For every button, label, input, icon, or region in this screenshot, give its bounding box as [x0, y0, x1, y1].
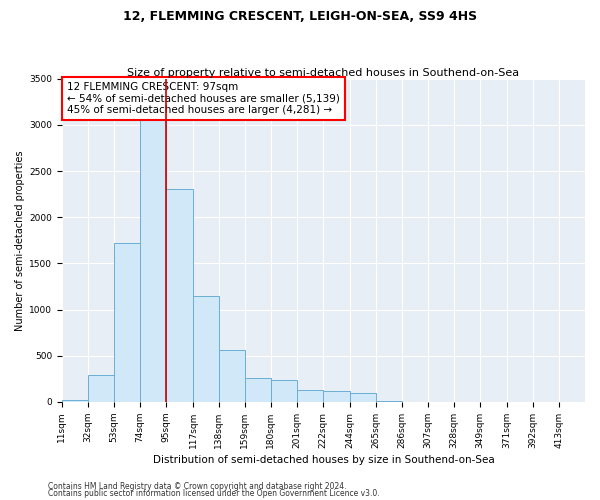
Bar: [323, 392, 350, 402]
Bar: [114, 243, 140, 402]
Text: 12, FLEMMING CRESCENT, LEIGH-ON-SEA, SS9 4HS: 12, FLEMMING CRESCENT, LEIGH-ON-SEA, SS9…: [123, 10, 477, 23]
Bar: [140, 120, 166, 402]
Title: Size of property relative to semi-detached houses in Southend-on-Sea: Size of property relative to semi-detach…: [127, 68, 520, 78]
Bar: [62, 400, 88, 402]
Bar: [297, 390, 323, 402]
Bar: [350, 393, 376, 402]
Bar: [166, 188, 193, 402]
Bar: [219, 350, 245, 402]
Bar: [88, 375, 114, 402]
Bar: [193, 296, 219, 402]
Text: Contains public sector information licensed under the Open Government Licence v3: Contains public sector information licen…: [48, 489, 380, 498]
Bar: [245, 378, 271, 402]
X-axis label: Distribution of semi-detached houses by size in Southend-on-Sea: Distribution of semi-detached houses by …: [152, 455, 494, 465]
Text: Contains HM Land Registry data © Crown copyright and database right 2024.: Contains HM Land Registry data © Crown c…: [48, 482, 347, 491]
Bar: [376, 400, 402, 402]
Y-axis label: Number of semi-detached properties: Number of semi-detached properties: [15, 150, 25, 330]
Text: 12 FLEMMING CRESCENT: 97sqm
← 54% of semi-detached houses are smaller (5,139)
45: 12 FLEMMING CRESCENT: 97sqm ← 54% of sem…: [67, 82, 340, 115]
Bar: [271, 380, 297, 402]
